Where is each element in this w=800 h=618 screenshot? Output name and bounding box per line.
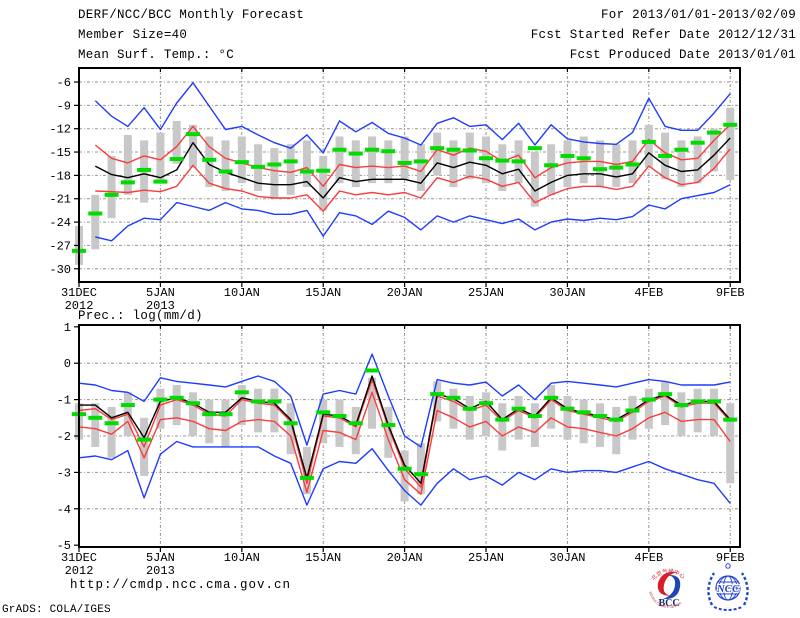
prec-x-tick-label: 31DEC <box>61 551 97 565</box>
grads-credit: GrADS: COLA/IGES <box>2 604 111 616</box>
temp-x-tick-label: 25JAN <box>468 286 504 300</box>
prec-grid <box>79 325 740 547</box>
temp-y-tick-label: -15 <box>49 146 71 160</box>
temp-y-tick-label: -18 <box>49 169 71 183</box>
ncc-logo: NCC <box>707 563 749 611</box>
prec-x-tick-label: 30JAN <box>549 551 585 565</box>
prec-y-tick-label: -1 <box>57 394 71 408</box>
prec-chart-title: Prec.: log(mm/d) <box>78 309 203 323</box>
prec-x-tick-sublabel: 2013 <box>146 564 175 578</box>
prec-x-tick-sublabel: 2012 <box>65 564 94 578</box>
fcst-produced-date-label: Fcst Produced Date 2013/01/01 <box>569 48 796 62</box>
prec-y-tick-label: -4 <box>57 503 71 517</box>
temp-daily-observation-dash-marks <box>72 122 738 253</box>
temp-y-tick-label: -9 <box>57 99 71 113</box>
prec-axis-ticks <box>74 325 731 552</box>
page-title: DERF/NCC/BCC Monthly Forecast <box>78 8 305 22</box>
temp-x-tick-sublabel: 2012 <box>65 299 94 313</box>
prec-y-tick-label: -2 <box>57 430 71 444</box>
member-size-label: Member Size=40 <box>78 28 188 42</box>
temp-x-tick-label: 15JAN <box>305 286 341 300</box>
bcc-swirl-red <box>657 571 677 596</box>
temp-chart-title: Mean Surf. Temp.: °C <box>78 48 235 62</box>
bcc-logo: 北京气候中心 BCC BEIJING CLIMATE CENTER <box>648 567 686 609</box>
temp-ensemble-max-line <box>94 82 731 154</box>
temp-y-tick-label: -24 <box>49 216 71 230</box>
prec-x-tick-label: 4FEB <box>634 551 663 565</box>
prec-ensemble-min-line <box>78 440 731 506</box>
source-url: http://cmdp.ncc.cma.gov.cn <box>70 578 292 592</box>
temp-x-tick-sublabel: 2013 <box>146 299 175 313</box>
prec-y-tick-label: -3 <box>57 466 71 480</box>
temp-x-tick-label: 20JAN <box>387 286 423 300</box>
temp-ensemble-upper-quartile-line <box>94 124 731 188</box>
temp-y-tick-label: -27 <box>49 239 71 253</box>
prec-y-tick-label: 0 <box>64 357 71 371</box>
forecast-period-label: For 2013/01/01-2013/02/09 <box>600 8 796 22</box>
prec-ensemble-max-line <box>78 353 731 448</box>
temp-x-tick-label: 30JAN <box>549 286 585 300</box>
prec-y-tick-label: 1 <box>64 321 71 335</box>
prec-daily-observation-dash-marks <box>72 368 738 480</box>
temp-x-tick-label: 10JAN <box>224 286 260 300</box>
ncc-label: NCC <box>716 583 740 595</box>
temp-y-tick-label: -21 <box>49 193 71 207</box>
temp-x-tick-label: 31DEC <box>61 286 97 300</box>
prec-x-tick-label: 10JAN <box>224 551 260 565</box>
prec-x-tick-label: 20JAN <box>387 551 423 565</box>
bcc-swirl-blue <box>663 574 681 600</box>
temp-ensemble-min-line <box>95 184 731 242</box>
prec-y-tick-label: -5 <box>57 539 71 553</box>
temp-y-tick-label: -6 <box>57 76 71 90</box>
temp-x-tick-label: 9FEB <box>716 286 745 300</box>
bcc-label: BCC <box>658 598 679 609</box>
prec-ensemble-lower-quartile-line <box>78 391 731 495</box>
temp-axis-ticks <box>74 68 731 287</box>
temp-x-tick-label: 4FEB <box>634 286 663 300</box>
temp-y-tick-label: -30 <box>49 263 71 277</box>
prec-x-tick-label: 9FEB <box>716 551 745 565</box>
temp-ensemble-mean-line <box>94 137 731 199</box>
agency-logos: 北京气候中心 BCC BEIJING CLIMATE CENTER <box>648 563 749 611</box>
temp-x-tick-label: 5JAN <box>146 286 175 300</box>
temp-y-tick-label: -12 <box>49 123 71 137</box>
prec-x-tick-label: 25JAN <box>468 551 504 565</box>
prec-x-tick-label: 5JAN <box>146 551 175 565</box>
temp-ensemble-lower-quartile-line <box>95 148 731 212</box>
prec-x-tick-label: 15JAN <box>305 551 341 565</box>
fcst-start-date-label: Fcst Started Refer Date 2012/12/31 <box>530 28 796 42</box>
